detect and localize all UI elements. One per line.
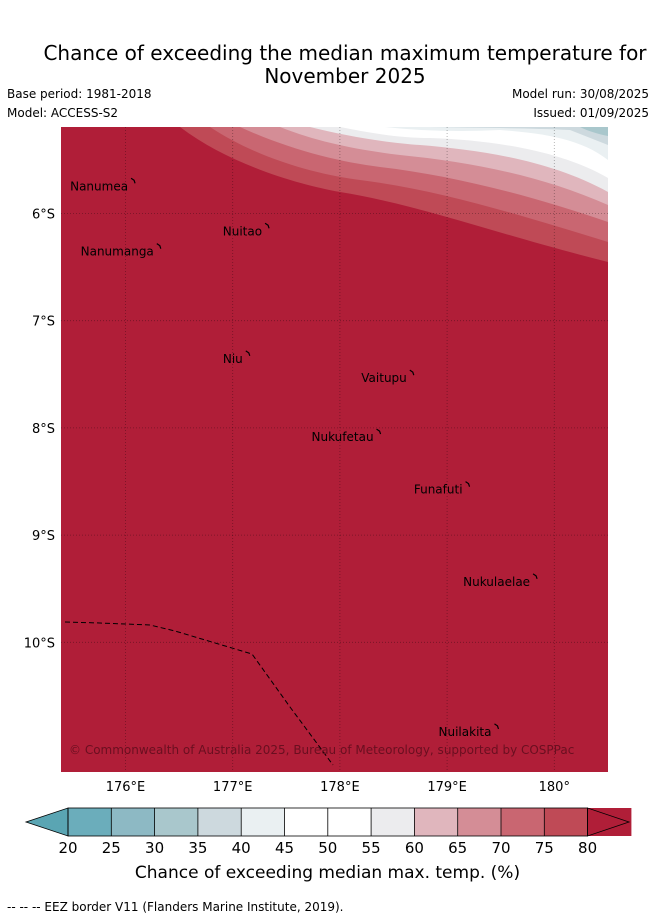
longitude-tick-label: 177°E [213,780,253,795]
island-label: Funafuti [414,483,463,497]
colorbar-tick-label: 65 [448,839,467,857]
island-label: Nukufetau [312,430,374,444]
colorbar-tick-label: 30 [145,839,164,857]
band-40 [385,127,608,160]
island-label: Nuitao [223,224,262,238]
latitude-tick-label: 7°S [32,315,55,330]
colorbar-tick-label: 75 [535,839,554,857]
probability-field [61,127,608,772]
eez-border [64,621,334,766]
island-shape [494,723,500,730]
latitude-tick-label: 10°S [24,636,55,651]
colorbar-tick-label: 35 [188,839,207,857]
eez-legend-footnote: -- -- -- EEZ border V11 (Flanders Marine… [7,900,344,914]
island-label: Nukulaelae [463,575,530,589]
colorbar-swatch [197,808,242,836]
colorbar-swatch [68,808,112,836]
graticule [61,127,608,772]
colorbar-swatch [414,808,459,836]
model-name: Model: ACCESS-S2 [7,106,119,120]
colorbar-tick-label: 50 [318,839,337,857]
band-30 [580,127,608,136]
colorbar-tick-label: 45 [275,839,294,857]
longitude-tick-label: 176°E [106,780,146,795]
colorbar-tick-label: 55 [362,839,381,857]
island-label: Nanumanga [81,245,154,259]
island-shape [532,573,538,580]
island-label: Niu [223,352,243,366]
latitude-tick-label: 6°S [32,208,55,223]
colorbar-label: Chance of exceeding median max. temp. (%… [134,863,521,883]
colorbar-swatch [111,808,156,836]
model-run: Model run: 30/08/2025 [511,87,649,101]
longitude-tick-label: 178°E [320,780,360,795]
island-shape [130,177,136,184]
colorbar: 20 25 30 35 40 45 50 55 60 65 70 75 80 [24,807,632,857]
latitude-labels: 6°S 7°S 8°S 9°S 10°S [24,208,55,652]
island-shape [409,369,415,376]
island-shape [264,222,270,229]
map-title-line1: Chance of exceeding the median maximum t… [43,41,647,65]
longitude-tick-label: 179°E [427,780,467,795]
band-50 [340,127,608,178]
colorbar-swatch [457,808,502,836]
colorbar-swatch [154,808,199,836]
islands-layer: Nanumea Nuitao Nanumanga Niu Vaitupu Nukufeta… [70,177,538,739]
colorbar-swatch [241,808,285,836]
longitude-labels: 176°E 177°E 178°E 179°E 180° [106,780,570,795]
latitude-tick-label: 8°S [32,422,55,437]
colorbar-swatch [501,808,545,836]
island-label: Vaitupu [361,371,407,385]
colorbar-swatch [544,808,589,836]
island-label: Nanumea [70,179,128,193]
colorbar-tick-label: 40 [232,839,251,857]
colorbar-tick-label: 25 [102,839,121,857]
base-period: Base period: 1981-2018 [7,87,152,101]
island-shape [465,481,471,487]
colorbar-tick-label: 70 [491,839,510,857]
colorbar-tick-label: 20 [58,839,77,857]
colorbar-swatch [371,808,415,836]
island-label: Nuilakita [439,725,492,739]
colorbar-tick-label: 80 [578,839,597,857]
island-shape [245,350,251,357]
colorbar-tick-label: 60 [405,839,424,857]
colorbar-swatch [327,808,372,836]
colorbar-low-arrow [24,807,69,837]
colorbar-swatch [284,808,329,836]
latitude-tick-label: 9°S [32,529,55,544]
copyright-notice: © Commonwealth of Australia 2025, Bureau… [69,743,574,757]
map-title-line2: November 2025 [264,64,426,88]
longitude-tick-label: 180° [539,780,570,795]
island-shape [156,243,162,249]
issued-date: Issued: 01/09/2025 [533,106,649,120]
island-shape [376,428,382,435]
